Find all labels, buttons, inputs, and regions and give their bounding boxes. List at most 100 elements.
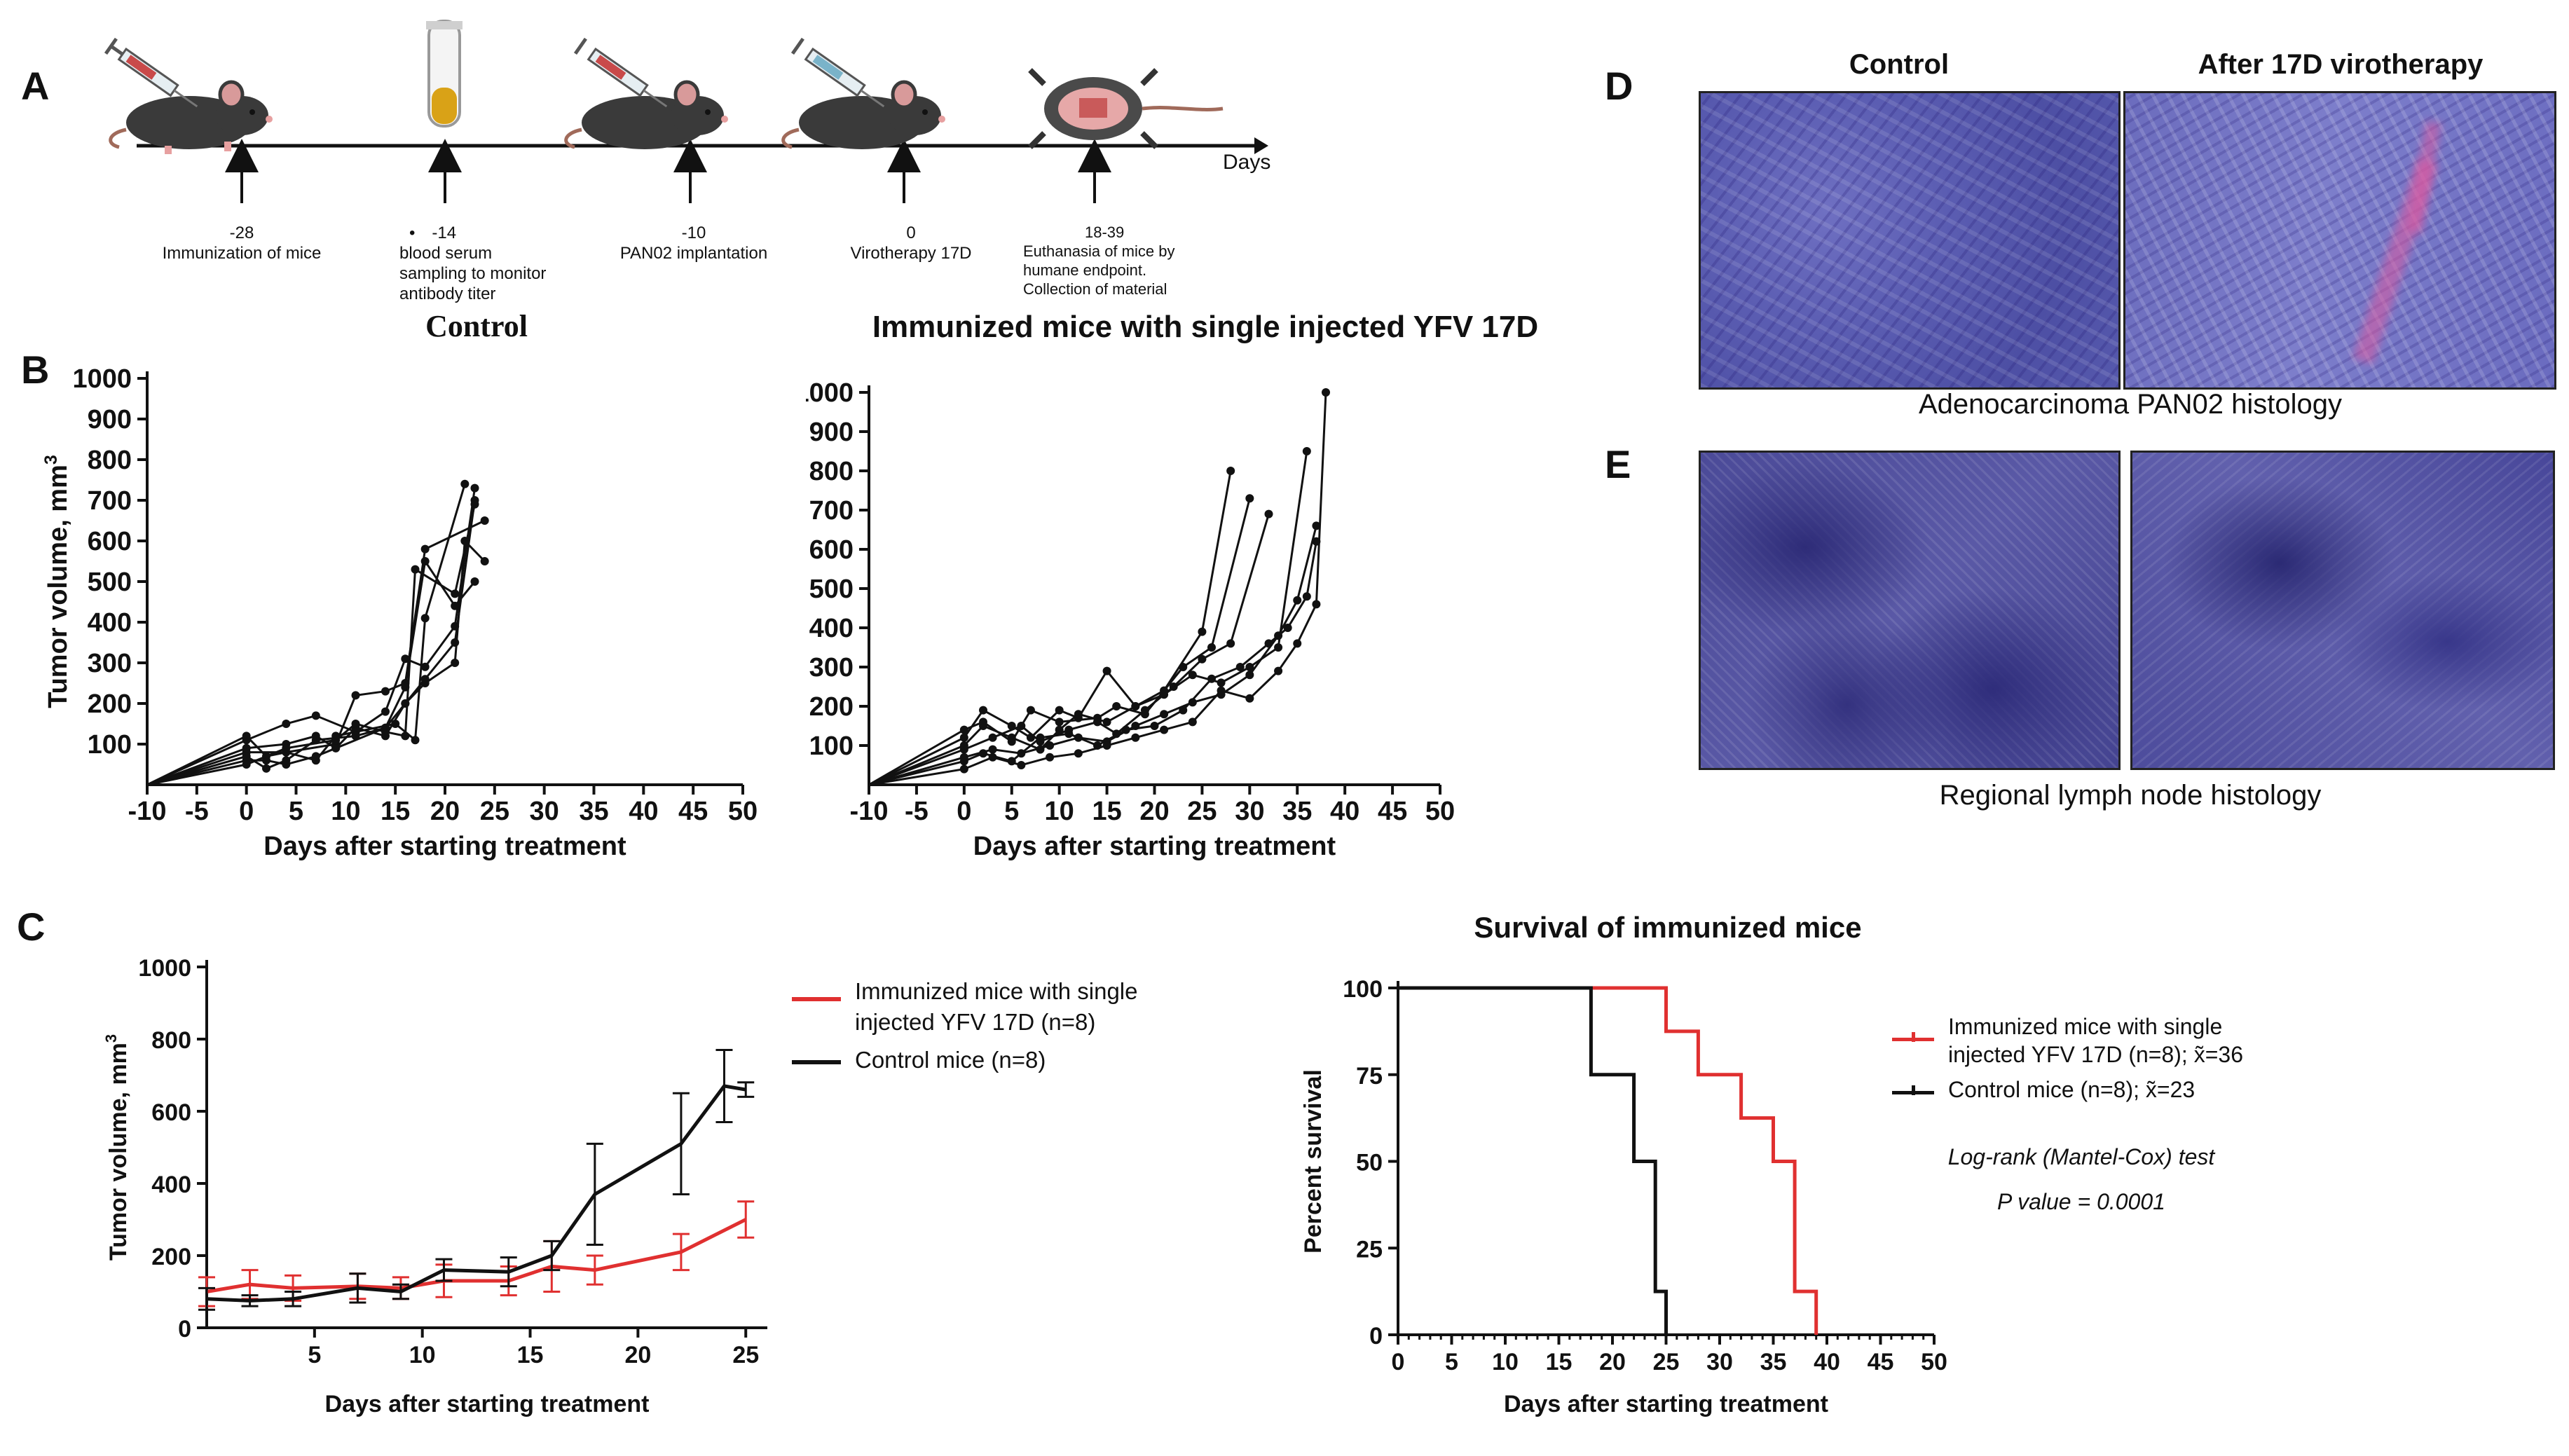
event-text: PAN02 implantation [619, 244, 768, 263]
histology-image-tumor-control [1699, 91, 2121, 390]
x-tick-label: 5 [1004, 797, 1019, 826]
data-point [282, 743, 291, 753]
y-tick-label: 200 [151, 1244, 191, 1270]
x-tick-label: 30 [1706, 1349, 1733, 1375]
data-point [1102, 666, 1111, 675]
legend-item-control-survival: Control mice (n=8); x̃=23 [1892, 1076, 2284, 1104]
x-tick-label: 10 [1045, 797, 1074, 826]
timeline-event-2: • -14 blood serum sampling to monitor ant… [399, 223, 582, 304]
event-text-line-1: Euthanasia of mice by [1023, 242, 1175, 260]
y-tick-label: 0 [1369, 1323, 1383, 1349]
data-point [1188, 698, 1197, 707]
survival-annotation-pvalue: P value = 0.0001 [1997, 1189, 2165, 1214]
y-tick-label: 0 [178, 1316, 191, 1342]
data-point [959, 741, 968, 750]
event-day: -28 [229, 224, 254, 242]
data-point [1217, 686, 1226, 695]
legend-label-control-survival: Control mice (n=8); x̃=23 [1948, 1077, 2195, 1102]
data-point [1131, 702, 1140, 710]
data-point [1226, 467, 1235, 475]
series-line [868, 470, 1232, 786]
y-tick-label: 600 [809, 535, 854, 565]
y-tick-label: 400 [88, 608, 132, 638]
y-tick-label: 1000 [72, 364, 132, 394]
syringe-icon-1 [104, 37, 198, 108]
event-day: -10 [681, 224, 706, 242]
series-line [146, 500, 476, 786]
data-point [470, 483, 479, 493]
legend-tick-red [1912, 1032, 1915, 1042]
data-point [262, 764, 270, 773]
event-day: 18-39 [1085, 224, 1125, 241]
x-tick-label: 25 [1653, 1349, 1680, 1375]
y-tick-label: 600 [88, 527, 132, 556]
data-point [1274, 643, 1283, 652]
x-tick-label: -5 [905, 797, 929, 826]
timeline-diagram [104, 20, 1268, 203]
data-point [381, 687, 390, 696]
histology-caption-lymph: Regional lymph node histology [1939, 780, 2322, 811]
x-tick-label: 10 [1492, 1349, 1519, 1375]
event-text-line-2: humane endpoint. [1023, 261, 1147, 279]
y-tick-label: 700 [88, 486, 132, 516]
data-point [311, 752, 320, 761]
data-point [1293, 639, 1302, 648]
test-tube-icon [426, 20, 463, 128]
mouse-illustration-2 [564, 80, 728, 149]
y-tick-label: 25 [1356, 1236, 1383, 1263]
panel-label-b: B [21, 348, 50, 392]
data-point [242, 752, 251, 761]
data-point [959, 725, 968, 734]
data-point [979, 706, 987, 715]
histology-col-label-after: After 17D virotherapy [2198, 49, 2484, 80]
x-tick-label: 40 [1814, 1349, 1840, 1375]
data-point [1312, 521, 1321, 530]
y-tick-label: 800 [809, 457, 854, 486]
y-tick-label: 400 [151, 1172, 191, 1198]
event-text: Virotherapy 17D [850, 244, 972, 263]
data-point [351, 720, 360, 728]
series-line [146, 519, 486, 786]
x-tick-label: 35 [579, 797, 608, 826]
data-point [1207, 674, 1216, 683]
data-point [959, 764, 968, 774]
data-point [1160, 690, 1169, 699]
x-axis-title: Days after starting treatment [1504, 1391, 1828, 1417]
x-tick-label: 25 [732, 1342, 759, 1368]
data-point [480, 516, 489, 525]
timeline-event-3: -10 PAN02 implantation [603, 223, 785, 263]
series-line [206, 1218, 747, 1293]
legend-item-immunized: Immunized mice with single injected YFV … [792, 976, 1184, 1038]
event-text: Immunization of mice [162, 244, 322, 263]
data-point [1131, 733, 1140, 742]
x-tick-label: 15 [517, 1342, 544, 1368]
syringe-icon-2 [573, 37, 668, 108]
panel-label-d: D [1605, 64, 1633, 108]
data-point [1264, 639, 1273, 648]
y-tick-label: 100 [88, 730, 132, 760]
timeline-event-4: 0 Virotherapy 17D [834, 223, 988, 263]
y-tick-label: 500 [809, 575, 854, 604]
data-point [420, 544, 430, 554]
x-tick-label: 25 [480, 797, 509, 826]
x-tick-label: 5 [308, 1342, 321, 1368]
data-point [1245, 671, 1254, 680]
chart-b-control: -10 -5 0 5 10 15 20 25 30 35 40 45 50 100 200 300 400 500… [41, 364, 758, 861]
y-tick-label: 100 [809, 732, 854, 761]
legend-label-immunized-survival: Immunized mice with single injected YFV … [1948, 1014, 2243, 1067]
chart-c-survival-title: Survival of immunized mice [1474, 911, 1862, 944]
data-point [470, 500, 479, 509]
data-point [1074, 749, 1083, 758]
legend-item-control: Control mice (n=8) [792, 1045, 1184, 1076]
x-tick-label: 15 [1546, 1349, 1573, 1375]
data-point [1245, 694, 1254, 703]
survival-annotation-test: Log-rank (Mantel-Cox) test [1947, 1144, 2215, 1169]
data-point [988, 745, 997, 754]
series-line [146, 558, 476, 786]
data-point [1264, 509, 1273, 518]
y-tick-label: 200 [88, 689, 132, 719]
y-tick-label: 50 [1356, 1150, 1383, 1176]
data-point [1160, 710, 1169, 719]
y-axis-title: Percent survival [1300, 1069, 1327, 1254]
y-axis-title: Tumor volume, mm3 [41, 455, 73, 708]
